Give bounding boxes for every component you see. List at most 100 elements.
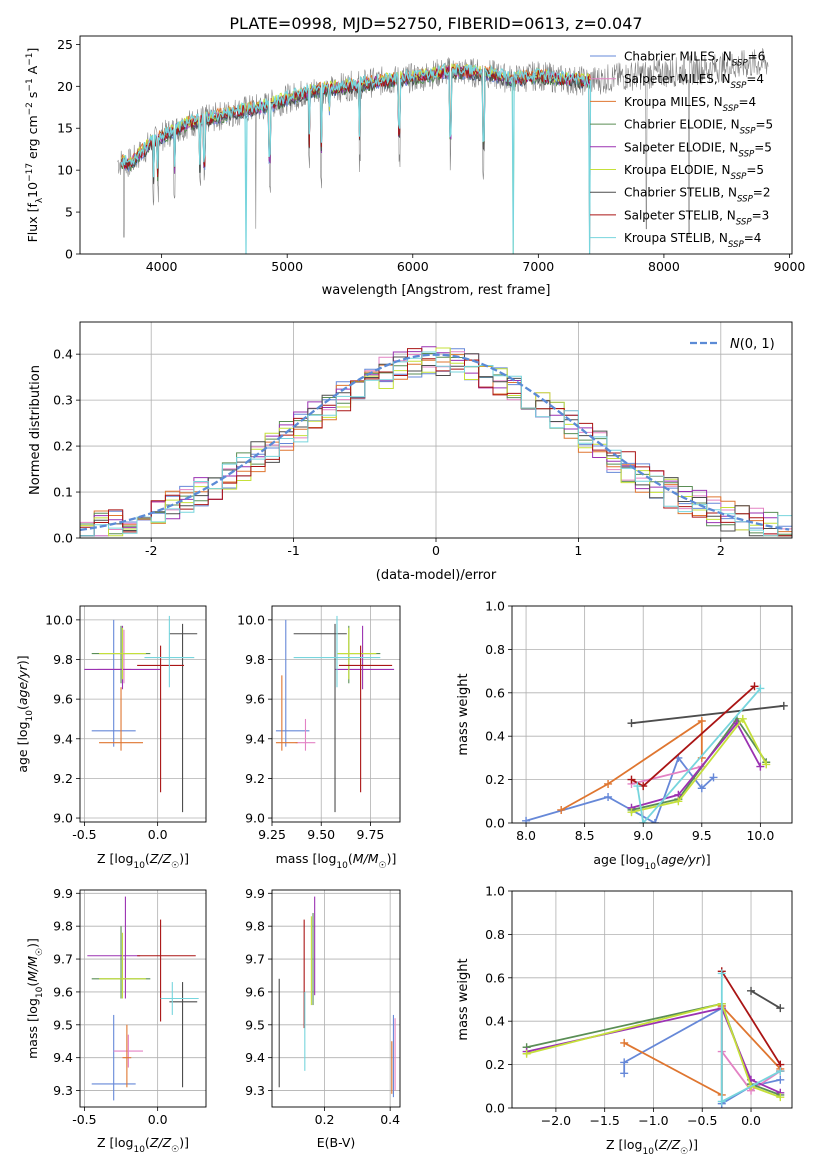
y-axis-label: Flux [fλ10−17 erg cm−2 s−1 A−1] (25, 48, 45, 243)
x-tick-label: -0.5 (72, 1112, 96, 1127)
y-tick-label: 9.2 (245, 771, 265, 786)
x-axis-label: Z [log10(Z/Z☉)] (606, 1137, 698, 1157)
y-tick-label: 9.3 (245, 1083, 265, 1098)
plot-area (522, 967, 785, 1108)
weight-line-1 (631, 720, 738, 785)
x-tick-label: 10.0 (746, 828, 774, 843)
weight-line-4 (631, 721, 762, 809)
legend-entry: Chabrier STELIB, NSSP=2 (624, 186, 771, 205)
x-tick-label: 8.5 (575, 828, 595, 843)
y-tick-label: 9.9 (53, 886, 73, 901)
x-tick-label: −1.0 (638, 1113, 668, 1128)
y-tick-label: 9.0 (245, 811, 265, 826)
y-tick-label: 9.5 (245, 1017, 265, 1032)
panel-weight-vs-age: 8.0 8.5 9.0 9.5 10.0 0.0 0.2 0.4 0.6 0.8 1.0 age [l… (456, 599, 793, 872)
y-tick-label: 9.6 (53, 984, 73, 999)
x-tick-label: −1.5 (590, 1113, 620, 1128)
weight-marker (747, 986, 756, 995)
weight-marker (756, 762, 765, 771)
panel-mass-vs-Z: -0.5 0.0 9.3 9.4 9.5 9.6 9.7 9.8 9.9 Z [log10(Z/Z… (25, 886, 207, 1155)
weight-marker (750, 682, 759, 691)
x-tick-label: 0.0 (148, 1112, 168, 1127)
legend-entry: Salpeter MILES, NSSP=4 (624, 72, 764, 91)
weight-line-2 (560, 719, 703, 811)
y-axis-label: mass weight (456, 673, 471, 755)
y-tick-label: 10 (57, 163, 73, 178)
legend-entry: Chabrier MILES, NSSP=6 (624, 50, 765, 69)
errorbar-6 (169, 982, 198, 1088)
x-tick-label: 9.5 (692, 828, 712, 843)
y-tick-label: 15 (57, 121, 73, 136)
x-tick-label: -0.5 (72, 827, 96, 842)
x-tick-label: 9.75 (357, 827, 385, 842)
plot-area (84, 615, 198, 813)
x-tick-label: 2 (717, 543, 725, 558)
errorbar-1 (295, 718, 316, 751)
errorbar-0 (275, 619, 310, 747)
y-tick-label: 9.4 (245, 731, 265, 746)
y-tick-label: 10.0 (237, 612, 265, 627)
weight-line-8 (636, 687, 762, 823)
legend-entry: N(0, 1) (730, 337, 775, 352)
plot-area (117, 48, 769, 254)
weight-marker (709, 773, 718, 782)
x-tick-label: 4000 (146, 259, 178, 274)
y-tick-label: 0.8 (485, 927, 505, 942)
x-tick-label: 1 (574, 543, 582, 558)
errorbar-5 (99, 627, 146, 680)
y-tick-label: 9.8 (53, 652, 73, 667)
errorbar-0 (91, 619, 136, 747)
panel-spectrum: 4000 5000 6000 7000 8000 9000 0 5 10 15 20 25 wavele… (25, 35, 805, 298)
weight-line-6 (750, 990, 781, 1009)
errorbar-6 (293, 623, 347, 813)
weight-marker (557, 805, 566, 814)
y-tick-label: 0.0 (485, 816, 505, 831)
errorbar-1 (97, 629, 132, 684)
errorbar-0 (91, 1014, 136, 1101)
y-tick-label: 9.6 (245, 692, 265, 707)
weight-marker (674, 797, 683, 806)
axes-frame (511, 890, 793, 1109)
weight-marker (762, 760, 771, 769)
errorbar-5 (336, 627, 377, 680)
x-tick-label: 9.50 (307, 827, 335, 842)
y-tick-label: 0.0 (53, 531, 73, 546)
x-tick-label: 0 (432, 543, 440, 558)
y-axis-label: mass weight (456, 958, 471, 1040)
y-tick-label: 0.4 (485, 1014, 505, 1029)
errorbar-7 (137, 645, 185, 793)
plot-area (87, 896, 199, 1101)
weight-marker (604, 792, 613, 801)
axes-frame (79, 605, 207, 823)
x-axis-label: Z [log10(Z/Z☉)] (97, 1135, 189, 1155)
x-axis-label: (data-model)/error (376, 568, 497, 583)
axes-frame (79, 35, 793, 255)
weight-line-3 (631, 717, 767, 811)
errorbar-8 (160, 982, 199, 1015)
y-tick-label: 1.0 (485, 599, 505, 614)
y-tick-label: 9.5 (53, 1017, 73, 1032)
x-tick-label: −2.0 (541, 1113, 571, 1128)
histogram-8 (80, 351, 792, 538)
normal-curve (80, 353, 790, 532)
y-tick-label: 0.1 (53, 485, 73, 500)
y-tick-label: 9.4 (245, 1050, 265, 1065)
errorbar-2 (275, 675, 298, 751)
x-tick-label: −0.5 (687, 1113, 717, 1128)
x-tick-label: -1 (287, 543, 299, 558)
errorbar-1 (113, 1034, 143, 1068)
weight-marker (620, 1069, 629, 1078)
y-tick-label: 0.2 (485, 772, 505, 787)
errorbar-6 (169, 623, 198, 813)
legend: Chabrier MILES, NSSP=6 Salpeter MILES, NS… (590, 50, 773, 250)
legend-entry: Kroupa MILES, NSSP=4 (624, 95, 756, 114)
axes-frame (271, 605, 401, 823)
plot-area (522, 682, 788, 823)
weight-marker (697, 717, 706, 726)
errorbar-7 (137, 919, 196, 1022)
errorbar-4 (87, 896, 141, 999)
x-tick-label: 7000 (522, 259, 554, 274)
errorbar-5 (99, 932, 146, 999)
x-tick-label: 9.0 (633, 828, 653, 843)
